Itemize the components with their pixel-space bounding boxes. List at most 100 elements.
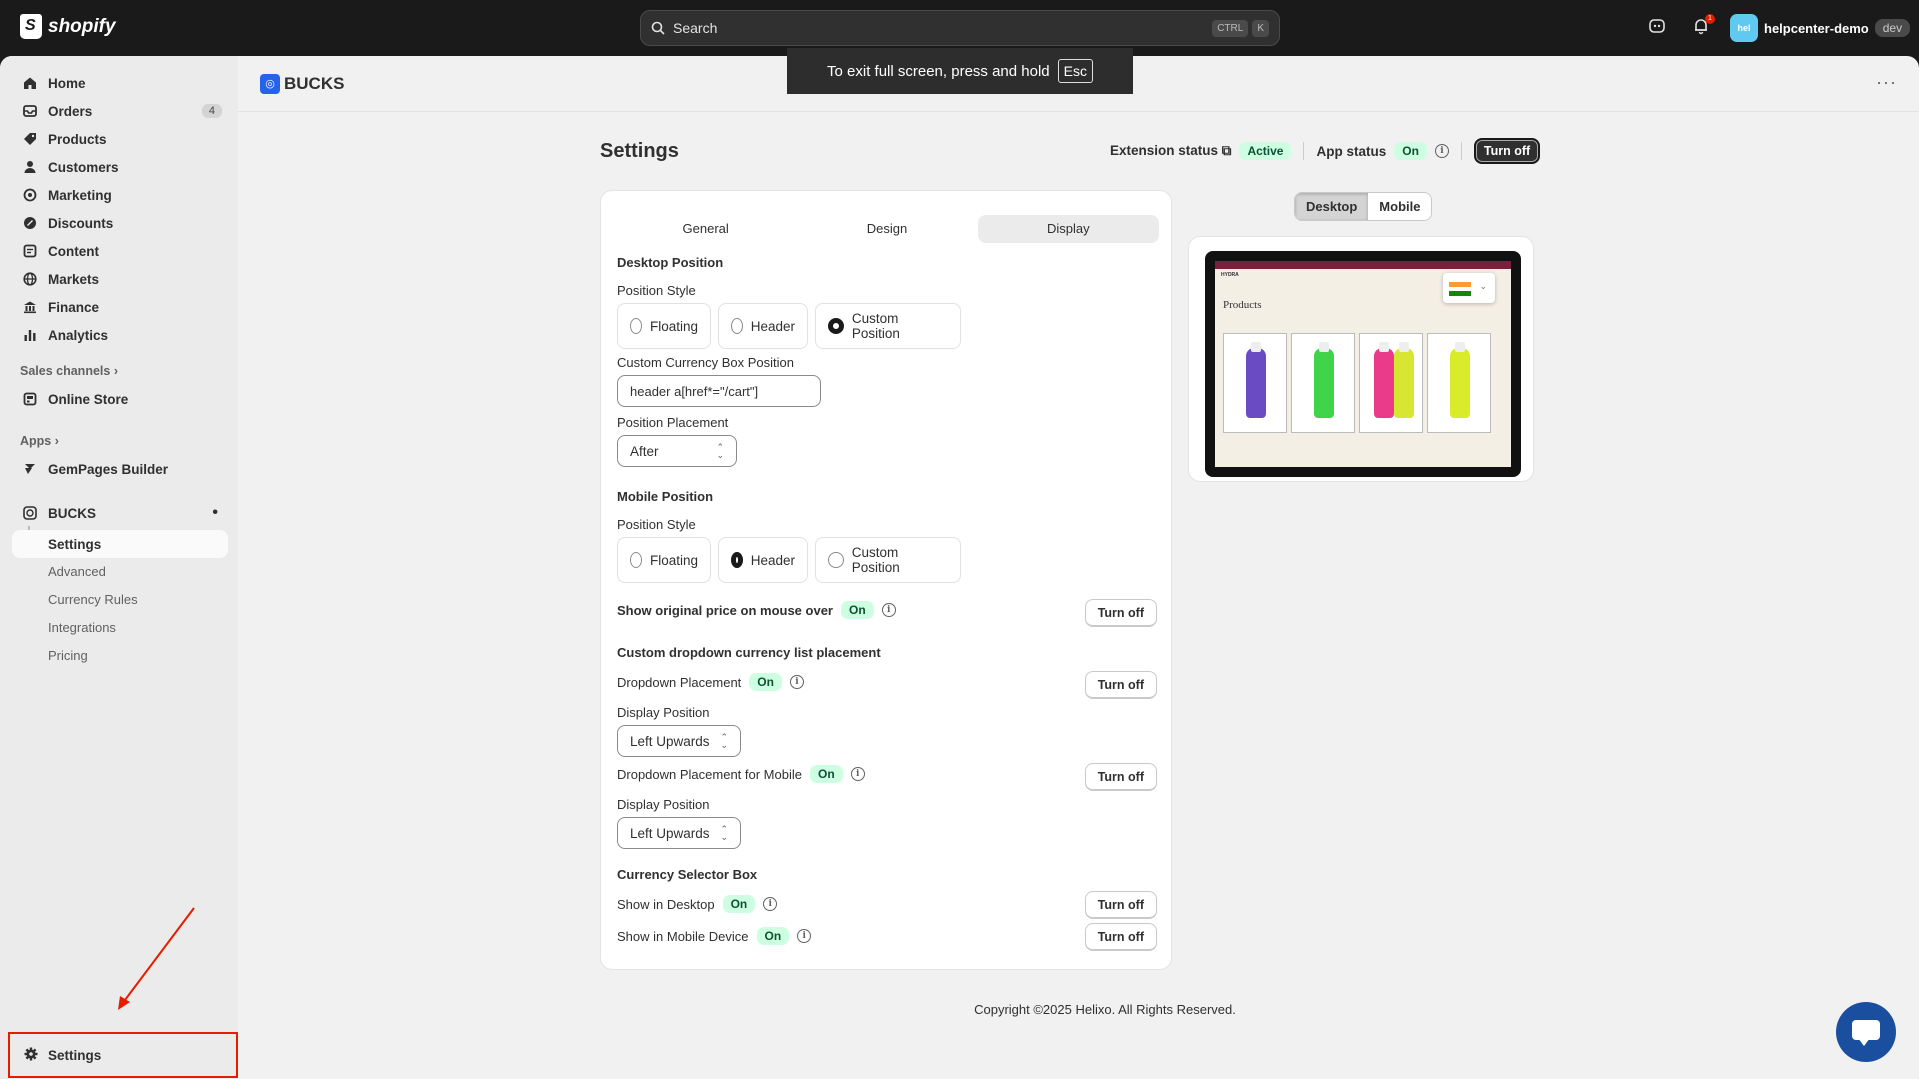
chat-widget-button[interactable]: [1836, 1002, 1896, 1062]
mobile-header-option[interactable]: Header: [718, 537, 808, 583]
preview-product-card: [1291, 333, 1355, 433]
search-bar[interactable]: CTRL K: [640, 10, 1280, 46]
original-price-turn-off-button[interactable]: Turn off: [1084, 599, 1157, 627]
nav-home[interactable]: Home: [12, 70, 228, 96]
desktop-header-option[interactable]: Header: [718, 303, 808, 349]
mobile-display-position-select[interactable]: Left Upwards ⌃ ⌄: [617, 817, 741, 849]
info-icon[interactable]: i: [1434, 144, 1449, 158]
nav-bucks-advanced[interactable]: Advanced: [48, 564, 106, 579]
desktop-floating-option[interactable]: Floating: [617, 303, 711, 349]
nav-discounts[interactable]: Discounts: [12, 210, 228, 236]
nav-products[interactable]: Products: [12, 126, 228, 152]
original-price-label: Show original price on mouse over: [617, 602, 833, 618]
target-icon: [22, 187, 38, 203]
sidekick-icon[interactable]: [1646, 17, 1668, 39]
show-mobile-label: Show in Mobile Device: [617, 928, 749, 944]
page-footer: Copyright ©2025 Helixo. All Rights Reser…: [974, 1002, 1236, 1017]
nav-orders[interactable]: Orders 4: [12, 98, 228, 124]
nav-online-store[interactable]: Online Store: [12, 386, 228, 412]
nav-bucks-pricing[interactable]: Pricing: [48, 648, 88, 663]
pin-dot-icon: •: [212, 504, 218, 521]
mobile-custom-option[interactable]: Custom Position: [815, 537, 961, 583]
nav-label: Settings: [48, 1047, 102, 1063]
desktop-custom-option[interactable]: Custom Position: [815, 303, 961, 349]
custom-box-position-input[interactable]: [617, 375, 821, 407]
nav-bucks-settings[interactable]: Settings: [12, 530, 228, 558]
preview-screen: HYDRA Products ⌄: [1215, 261, 1511, 467]
kbd-ctrl: CTRL: [1212, 19, 1249, 37]
position-placement-select[interactable]: After ⌃ ⌄: [617, 435, 737, 467]
nav-settings[interactable]: Settings: [8, 1032, 238, 1078]
bucks-app-icon: [22, 505, 38, 521]
tab-design[interactable]: Design: [866, 221, 908, 236]
nav-bucks[interactable]: BUCKS •: [12, 500, 228, 526]
show-desktop-turn-off-button[interactable]: Turn off: [1084, 891, 1157, 919]
gempages-icon: [22, 461, 38, 477]
nav-customers[interactable]: Customers: [12, 154, 228, 180]
bottle-image: [1314, 342, 1334, 418]
nav-label: Settings: [48, 536, 102, 552]
desktop-preview-frame: HYDRA Products ⌄: [1205, 251, 1521, 477]
preview-nav: HYDRA: [1215, 269, 1511, 281]
store-menu[interactable]: hel helpcenter-demo dev: [1730, 14, 1911, 42]
select-chevron-icon: ⌃ ⌄: [720, 732, 728, 750]
nav-markets[interactable]: Markets: [12, 266, 228, 292]
select-value: Left Upwards: [630, 733, 710, 749]
nav-marketing[interactable]: Marketing: [12, 182, 228, 208]
show-mobile-turn-off-button[interactable]: Turn off: [1084, 923, 1157, 951]
nav-analytics[interactable]: Analytics: [12, 322, 228, 348]
nav-label: Online Store: [48, 391, 129, 407]
nav-label: Orders: [48, 103, 93, 119]
desktop-position-style-label: Position Style: [617, 283, 696, 298]
content-icon: [22, 243, 38, 259]
dropdown-heading: Custom dropdown currency list placement: [617, 645, 881, 660]
kbd-k: K: [1252, 19, 1269, 37]
show-desktop-label: Show in Desktop: [617, 896, 715, 912]
info-icon[interactable]: i: [763, 897, 778, 911]
nav-content[interactable]: Content: [12, 238, 228, 264]
preview-card: HYDRA Products ⌄: [1188, 236, 1534, 482]
preview-desktop-button[interactable]: Desktop: [1295, 193, 1369, 220]
info-icon[interactable]: i: [881, 603, 896, 617]
nav-finance[interactable]: Finance: [12, 294, 228, 320]
dropdown-mobile-turn-off-button[interactable]: Turn off: [1084, 763, 1157, 791]
dropdown-mobile-label: Dropdown Placement for Mobile: [617, 766, 802, 782]
divider: [1460, 142, 1462, 160]
bell-icon[interactable]: 1: [1690, 14, 1715, 39]
nav-gempages[interactable]: GemPages Builder: [12, 456, 228, 482]
tab-general[interactable]: General: [682, 221, 729, 236]
nav-label: Analytics: [48, 327, 109, 343]
tab-display[interactable]: Display: [977, 215, 1159, 243]
home-icon: [22, 75, 38, 91]
search-input[interactable]: [673, 20, 1209, 36]
info-icon[interactable]: i: [789, 675, 804, 689]
app-turn-off-button[interactable]: Turn off: [1473, 138, 1541, 164]
preview-device-toggle: Desktop Mobile: [1294, 192, 1433, 221]
section-label: Apps: [20, 434, 52, 448]
shopify-logo[interactable]: shopify: [20, 14, 116, 39]
app-status-badge: On: [1394, 142, 1427, 160]
extension-status-link[interactable]: Extension status ⧉: [1110, 143, 1231, 159]
info-icon[interactable]: i: [797, 929, 812, 943]
fullscreen-toast-text: To exit full screen, press and hold: [827, 62, 1050, 80]
preview-currency-selector: ⌄: [1443, 273, 1495, 303]
show-mobile-status: On: [756, 927, 790, 945]
nav-bucks-integrations[interactable]: Integrations: [48, 620, 116, 635]
dropdown-placement-turn-off-button[interactable]: Turn off: [1084, 671, 1157, 699]
search-icon: [651, 21, 665, 35]
app-status-label: App status: [1316, 143, 1387, 159]
mobile-floating-option[interactable]: Floating: [617, 537, 711, 583]
extension-status-label: Extension status: [1110, 143, 1219, 158]
display-position-select[interactable]: Left Upwards ⌃ ⌄: [617, 725, 741, 757]
sales-channels-heading[interactable]: Sales channels ›: [20, 364, 118, 378]
more-actions-icon[interactable]: ···: [1876, 72, 1897, 92]
preview-mobile-button[interactable]: Mobile: [1368, 193, 1432, 220]
extension-status-badge: Active: [1239, 142, 1292, 160]
notification-badge: 1: [1705, 14, 1715, 24]
annotation-arrow: [118, 907, 195, 1010]
info-icon[interactable]: i: [850, 767, 865, 781]
apps-heading[interactable]: Apps ›: [20, 434, 59, 448]
show-desktop-row: Show in Desktop On i: [617, 895, 778, 913]
nav-bucks-currency-rules[interactable]: Currency Rules: [48, 592, 138, 607]
position-placement-label: Position Placement: [617, 415, 729, 430]
